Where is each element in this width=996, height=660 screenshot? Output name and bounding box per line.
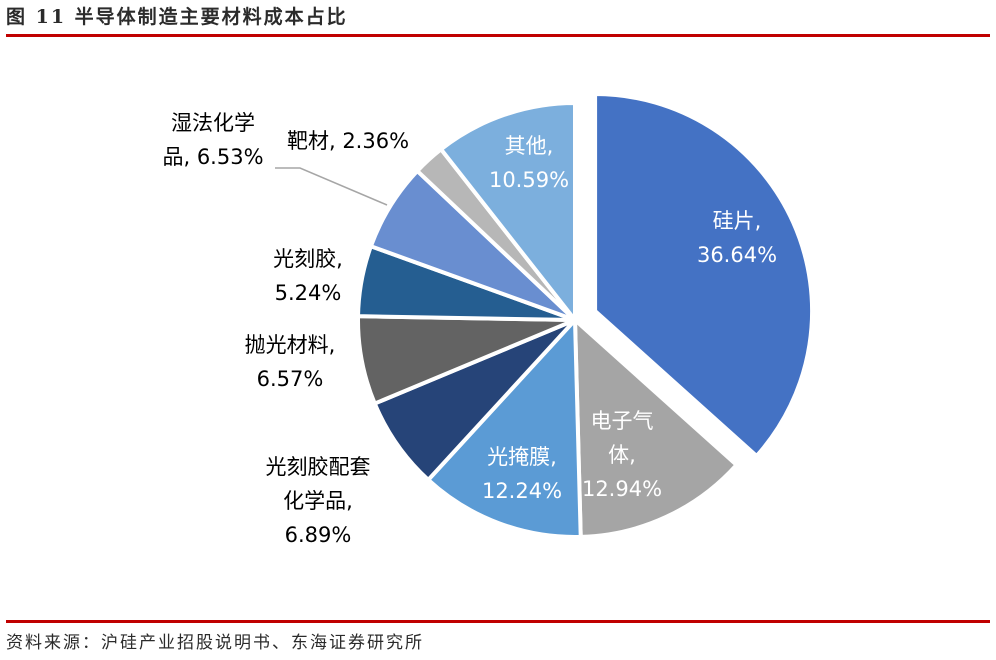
- data-label-line: 湿法化学: [171, 111, 255, 135]
- data-label-line: 5.24%: [275, 281, 342, 305]
- data-label-line: 化学品,: [283, 489, 353, 513]
- data-label-line: 靶材, 2.36%: [287, 129, 409, 153]
- data-label-line: 其他,: [505, 134, 554, 158]
- data-label-5: 抛光材料, 6.57%: [245, 333, 336, 391]
- pie-slice-1: [593, 92, 815, 458]
- data-label-line: 体,: [608, 443, 636, 467]
- data-label-line: 36.64%: [697, 243, 777, 267]
- data-label-1: 硅片, 36.64%: [697, 209, 777, 267]
- data-label-line: 光刻胶配套: [266, 455, 371, 479]
- data-label-line: 12.94%: [582, 477, 662, 501]
- source-note: 资料来源：沪硅产业招股说明书、东海证券研究所: [6, 633, 424, 653]
- data-label-7: 湿法化学品, 6.53%: [162, 111, 263, 169]
- figure-title: 图 11 半导体制造主要材料成本占比: [6, 6, 348, 28]
- pie-slice-3: [426, 318, 583, 539]
- pie-slice-9: [439, 101, 577, 322]
- leader-line: [275, 167, 388, 206]
- data-label-line: 硅片,: [713, 209, 762, 233]
- data-label-line: 品, 6.53%: [162, 145, 263, 169]
- data-label-line: 抛光材料,: [245, 333, 336, 357]
- source-rule: [6, 620, 990, 623]
- data-label-8: 靶材, 2.36%: [287, 129, 409, 153]
- data-label-line: 电子气: [591, 409, 654, 433]
- data-label-4: 光刻胶配套化学品, 6.89%: [266, 455, 371, 547]
- title-rule: [6, 34, 990, 37]
- data-label-2: 电子气体, 12.94%: [582, 409, 662, 501]
- data-label-line: 光刻胶,: [273, 247, 343, 271]
- pie-slice-2: [573, 318, 739, 539]
- data-label-line: 6.57%: [257, 367, 324, 391]
- data-label-line: 6.89%: [285, 523, 352, 547]
- data-label-line: 12.24%: [482, 479, 562, 503]
- data-label-3: 光掩膜, 12.24%: [482, 445, 562, 503]
- data-label-6: 光刻胶, 5.24%: [273, 247, 343, 305]
- data-label-line: 光掩膜,: [487, 445, 557, 469]
- data-label-9: 其他, 10.59%: [489, 134, 569, 192]
- data-label-line: 10.59%: [489, 168, 569, 192]
